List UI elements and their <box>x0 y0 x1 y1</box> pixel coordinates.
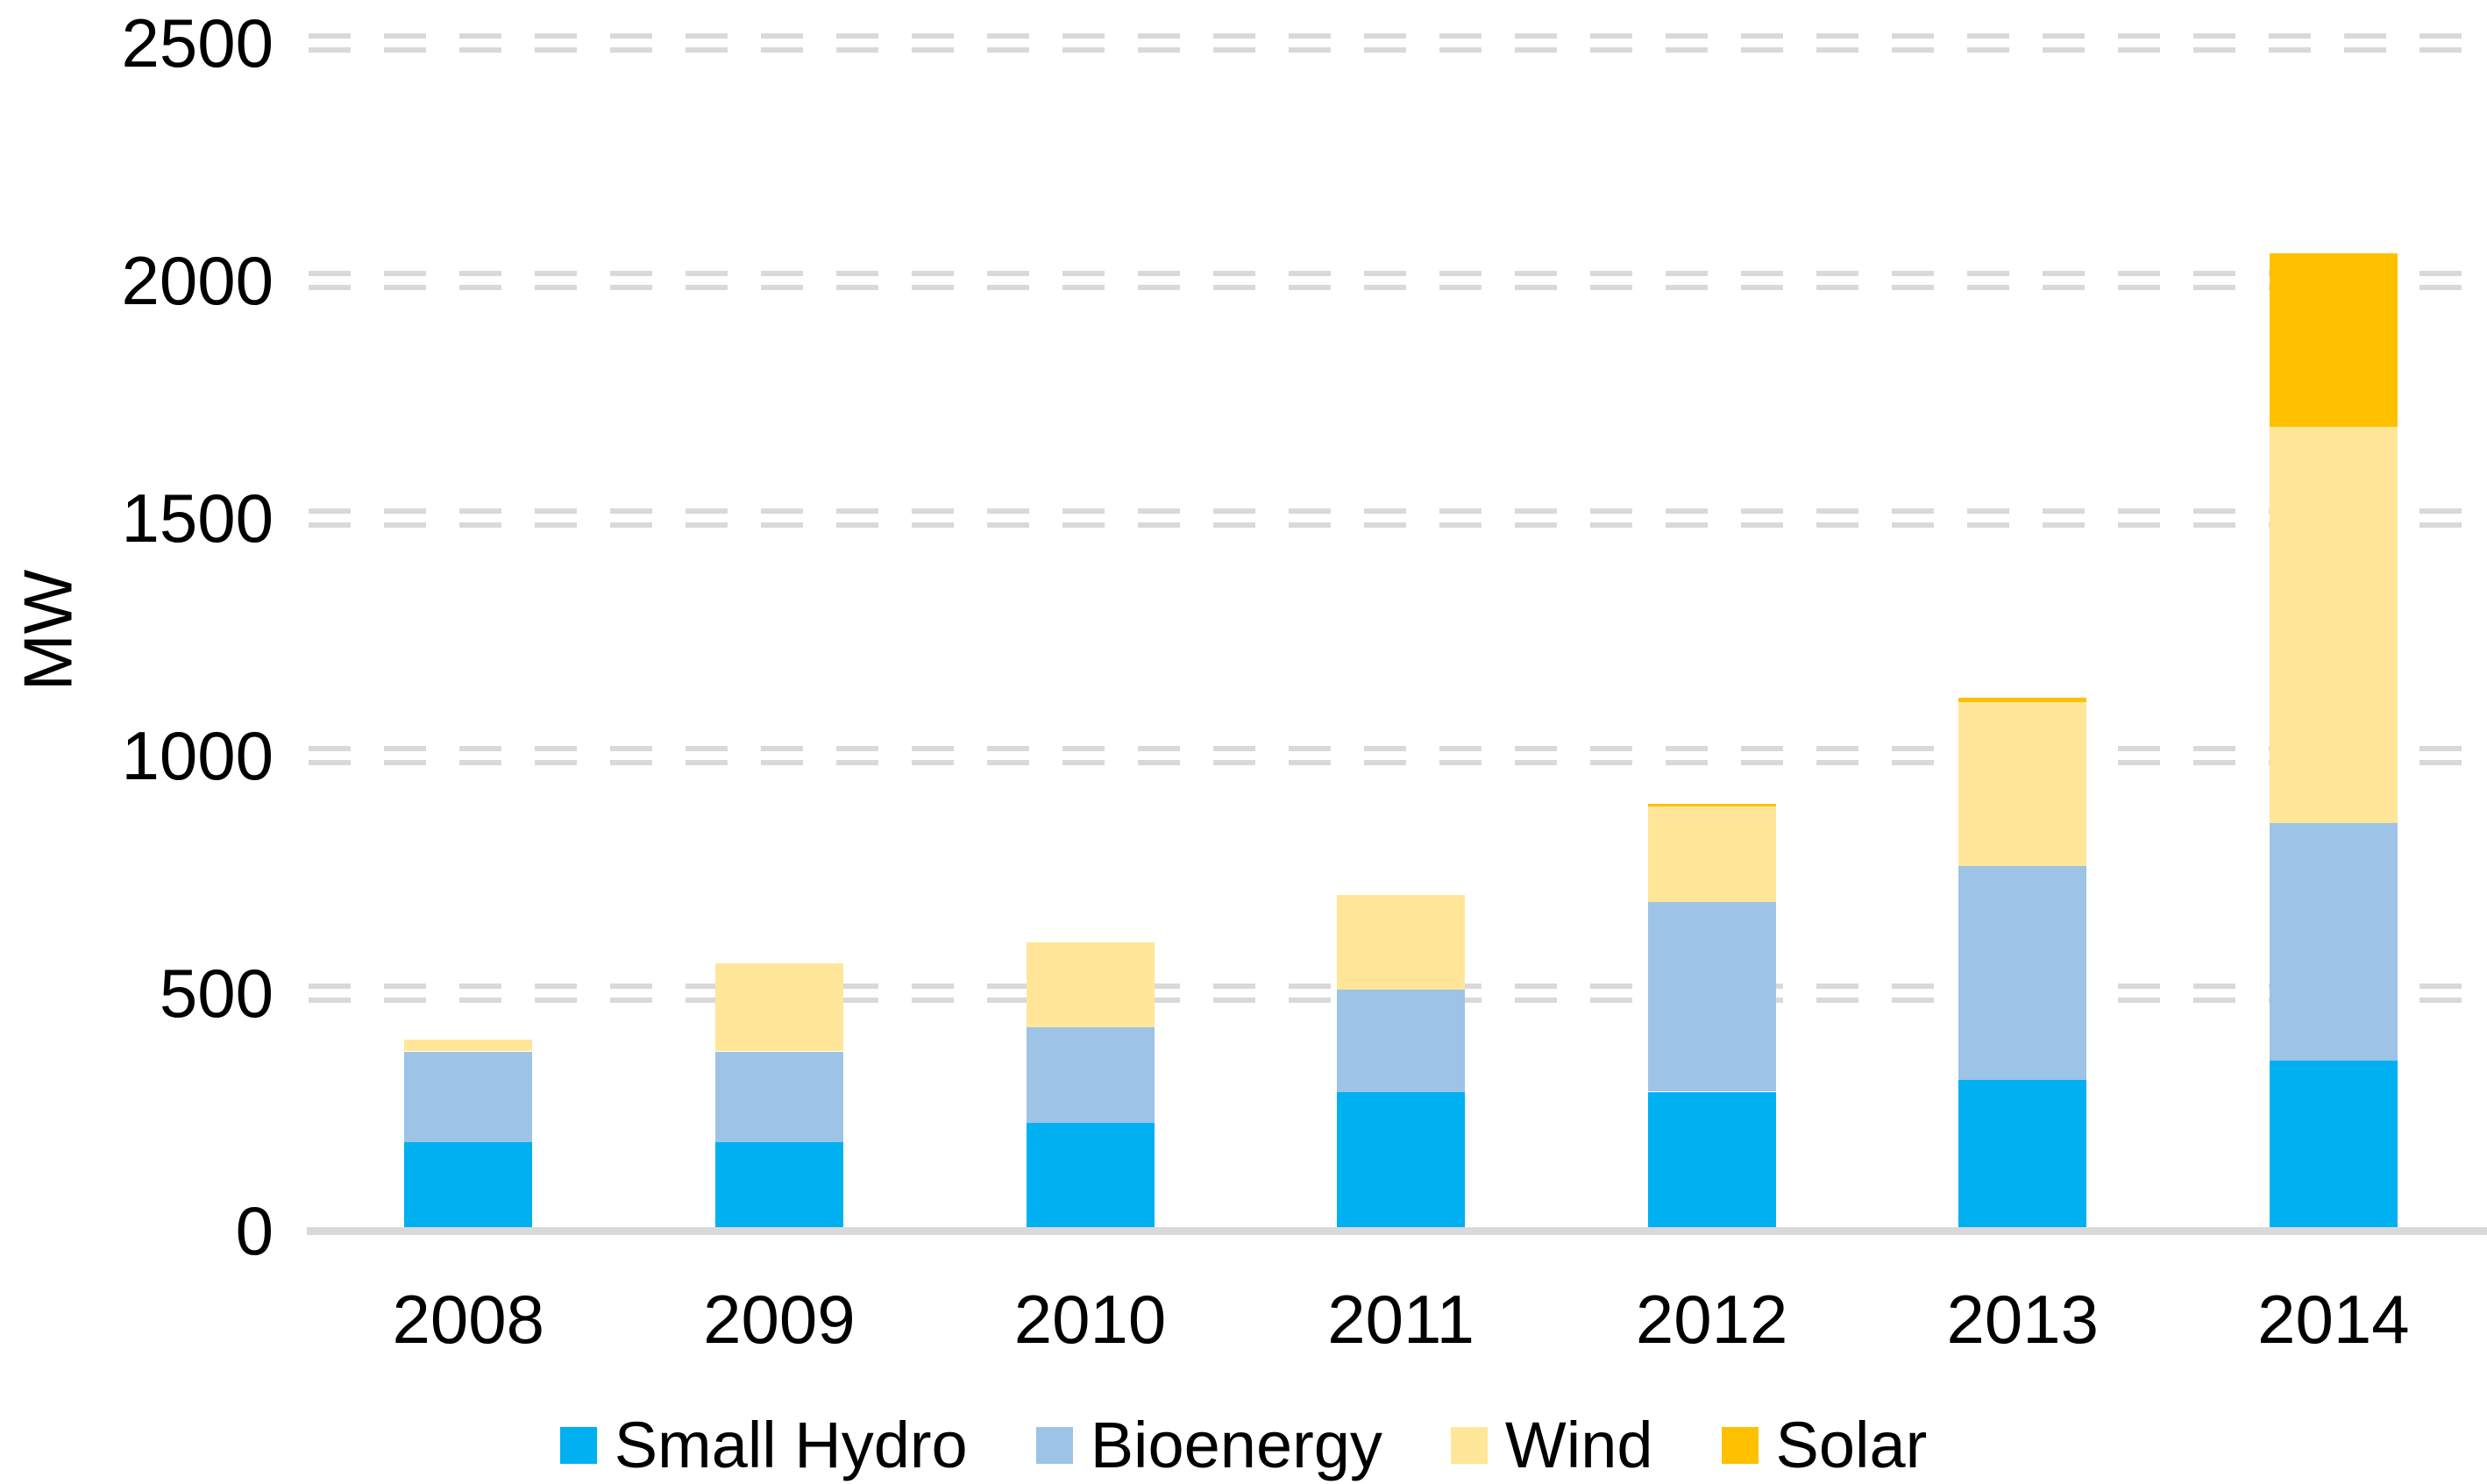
x-tick-label-2013: 2013 <box>1946 1281 2100 1358</box>
legend: Small Hydro Bioenergy Wind Solar <box>0 1408 2487 1483</box>
bar-2010-wind <box>1026 941 1155 1028</box>
x-axis-line <box>307 1227 2487 1235</box>
bar-2009-wind <box>714 963 843 1052</box>
x-tick-label-2012: 2012 <box>1635 1281 1788 1358</box>
x-tick-label-2014: 2014 <box>2257 1281 2410 1358</box>
legend-swatch-small-hydro <box>559 1427 597 1464</box>
bar-2009-small-hydro <box>714 1141 843 1227</box>
legend-item-wind: Wind <box>1450 1408 1653 1483</box>
x-tick-label-2010: 2010 <box>1013 1281 1167 1358</box>
legend-swatch-bioenergy <box>1035 1427 1073 1464</box>
y-tick-label-1500: 1500 <box>121 479 274 557</box>
bar-2013-bioenergy <box>1958 866 2087 1080</box>
bar-2010-bioenergy <box>1026 1027 1155 1123</box>
y-tick-label-0: 0 <box>235 1192 274 1269</box>
bar-2012-bioenergy <box>1647 901 1776 1092</box>
y-tick-label-500: 500 <box>159 955 274 1032</box>
bar-2014-bioenergy <box>2269 823 2398 1062</box>
x-tick-label-2009: 2009 <box>703 1281 856 1358</box>
bar-2014-small-hydro <box>2269 1061 2398 1227</box>
bar-2008-bioenergy <box>404 1051 533 1142</box>
y-tick-label-1000: 1000 <box>121 717 274 794</box>
bar-2012-small-hydro <box>1647 1091 1776 1227</box>
legend-label: Wind <box>1504 1409 1653 1481</box>
legend-item-small-hydro: Small Hydro <box>559 1408 968 1483</box>
bar-2011-wind <box>1337 894 1466 990</box>
legend-label: Solar <box>1775 1409 1928 1481</box>
bar-2012-solar <box>1647 803 1776 807</box>
gridline-1500 <box>309 508 2483 528</box>
legend-item-solar: Solar <box>1721 1408 1928 1483</box>
bar-2014-solar <box>2269 252 2398 427</box>
y-tick-label-2500: 2500 <box>121 4 274 82</box>
legend-swatch-wind <box>1450 1427 1488 1464</box>
legend-label: Small Hydro <box>614 1409 968 1481</box>
bar-2011-bioenergy <box>1337 990 1466 1092</box>
x-tick-label-2008: 2008 <box>392 1281 545 1358</box>
bar-2014-wind <box>2269 426 2398 824</box>
legend-item-bioenergy: Bioenergy <box>1035 1408 1382 1483</box>
bar-2009-bioenergy <box>714 1051 843 1142</box>
bar-2011-small-hydro <box>1337 1091 1466 1227</box>
legend-label: Bioenergy <box>1090 1409 1382 1481</box>
bar-2008-wind <box>404 1039 533 1052</box>
bar-2012-wind <box>1647 806 1776 902</box>
bar-2008-small-hydro <box>404 1141 533 1227</box>
x-tick-label-2011: 2011 <box>1327 1281 1474 1358</box>
bar-2013-wind <box>1958 702 2087 867</box>
y-axis-title: MW <box>9 569 87 692</box>
legend-swatch-solar <box>1721 1427 1759 1464</box>
gridline-2500 <box>309 33 2483 53</box>
gridline-1000 <box>309 746 2483 765</box>
gridline-2000 <box>309 271 2483 290</box>
y-tick-label-2000: 2000 <box>121 242 274 319</box>
bar-2013-solar <box>1958 697 2087 703</box>
bar-2010-small-hydro <box>1026 1122 1155 1227</box>
bar-2013-small-hydro <box>1958 1080 2087 1227</box>
